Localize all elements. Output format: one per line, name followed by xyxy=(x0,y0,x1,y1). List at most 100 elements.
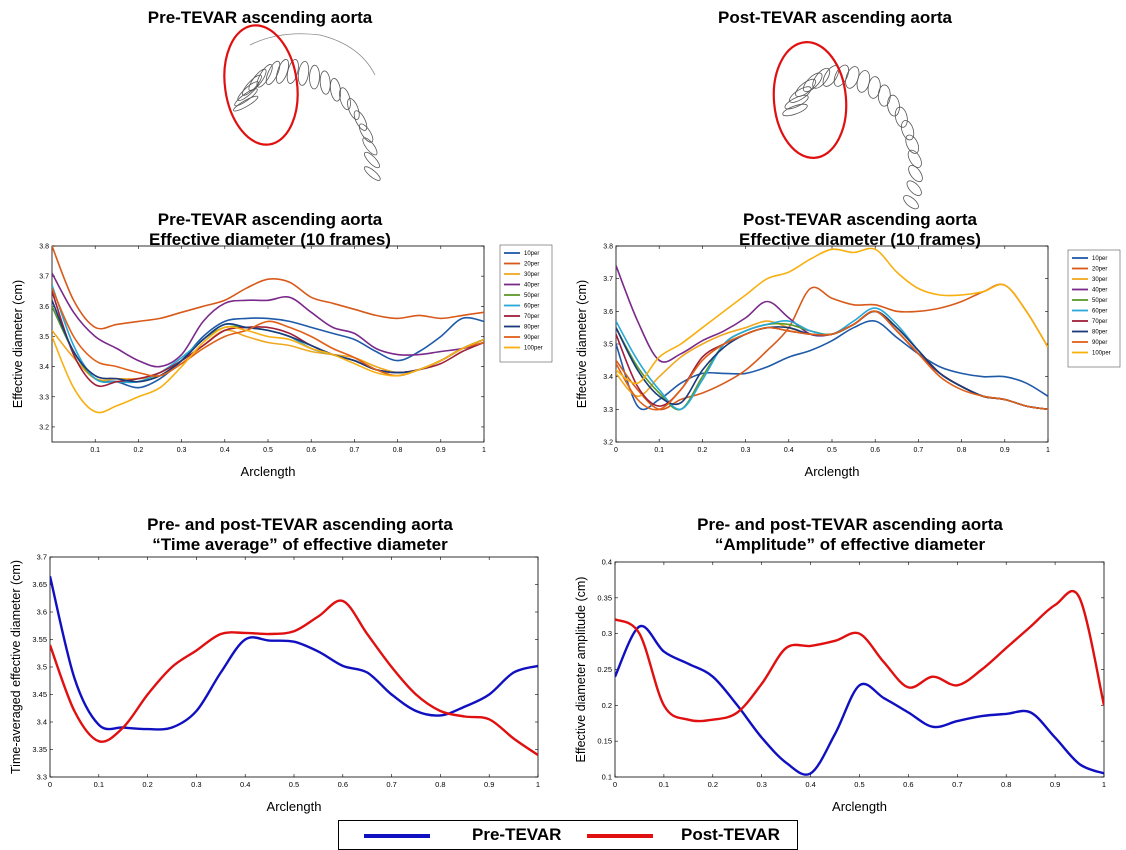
pre-tevar-legend-line xyxy=(364,834,430,838)
y-tick-label: 3.5 xyxy=(603,342,613,349)
series-line-90per xyxy=(616,310,1048,411)
y-tick-label: 3.2 xyxy=(39,424,49,431)
y-tick-label: 3.3 xyxy=(39,394,49,401)
y-tick-label: 3.7 xyxy=(603,276,613,283)
pre-sketch-title: Pre-TEVAR ascending aorta xyxy=(147,8,373,27)
y-axis-label: Effective diameter amplitude (cm) xyxy=(574,577,588,763)
pre-aorta-ring xyxy=(237,81,259,101)
x-tick-label: 0.2 xyxy=(698,447,708,454)
post-aorta-ring xyxy=(867,76,881,99)
series-line-20per xyxy=(616,283,1048,411)
y-tick-label: 0.4 xyxy=(602,558,612,567)
y-tick-label: 3.45 xyxy=(32,690,47,699)
x-tick-label: 0.7 xyxy=(386,780,396,789)
x-tick-label: 0.7 xyxy=(952,780,962,789)
series-lines xyxy=(615,590,1104,776)
x-tick-label: 1 xyxy=(1102,780,1106,789)
chart-3: 3.3 3.35 3.4 3.45 3.5 3.55 3.6 3.65 3.7 0 0.1 0.2 0.… xyxy=(9,553,540,815)
series-line-40per xyxy=(52,272,484,368)
y-tick-label: 3.6 xyxy=(39,304,49,311)
y-tick-label: 3.3 xyxy=(37,773,47,782)
x-tick-label: 0.8 xyxy=(1001,780,1011,789)
legend-entry: 90per xyxy=(1092,340,1107,346)
y-axis-label: Effective diameter (cm) xyxy=(11,280,25,408)
pre-aorta-ring xyxy=(353,110,368,131)
pre-highlight-ring xyxy=(223,24,299,146)
chart2-title: Post-TEVAR ascending aorta Effective dia… xyxy=(710,210,1010,250)
x-tick-label: 0.2 xyxy=(134,447,144,454)
y-tick-label: 3.65 xyxy=(32,580,47,589)
chart-4: 0.10.150.20.250.30.350.40 0.1 0.2 0.3 0.4 0.5… xyxy=(574,558,1106,815)
chart3-title-line1: Pre- and post-TEVAR ascending aorta xyxy=(147,515,453,534)
x-tick-label: 0.5 xyxy=(854,780,864,789)
series-line-post-tevar xyxy=(615,590,1104,723)
post-aorta-sketch xyxy=(772,41,923,210)
x-tick-label: 0.5 xyxy=(827,447,837,454)
pre-aorta-ring xyxy=(241,74,262,96)
post-aorta-ring xyxy=(903,195,919,210)
chart2-title-line2: Effective diameter (10 frames) xyxy=(739,230,981,249)
x-tick-label: 0.3 xyxy=(177,447,187,454)
x-tick-label: 0.5 xyxy=(289,780,299,789)
post-tevar-legend-line xyxy=(587,834,653,838)
chart-2: 3.2 3.3 3.4 3.5 3.6 3.7 3.8 0 0.1 0.2 0.3 0.4 0.5 0.6… xyxy=(575,244,1121,479)
y-tick-label: 3.6 xyxy=(37,608,47,617)
legend-entry: 60per xyxy=(1092,309,1107,315)
y-tick-label: 3.4 xyxy=(603,374,613,381)
series-line-40per xyxy=(616,265,1048,411)
post-aorta-ring xyxy=(856,70,871,93)
series-legend: 10per 20per 30per 40per 50per 60per 70per 80per… xyxy=(1067,249,1121,368)
x-tick-label: 0.6 xyxy=(306,447,316,454)
y-tick-label: 0.3 xyxy=(602,629,612,638)
x-tick-label: 0.8 xyxy=(957,447,967,454)
chart4-title-line1: Pre- and post-TEVAR ascending aorta xyxy=(697,515,1003,534)
post-aorta-ring xyxy=(788,86,812,103)
pre-aorta-ring xyxy=(347,98,360,120)
pre-aorta-ring xyxy=(364,151,380,169)
x-tick-label: 0.7 xyxy=(914,447,924,454)
series-line-70per xyxy=(616,310,1048,411)
x-tick-label: 0.2 xyxy=(708,780,718,789)
plot-area-frame xyxy=(51,245,485,443)
legend-entry: 80per xyxy=(1092,330,1107,336)
x-tick-label: 0.8 xyxy=(435,780,445,789)
series-line-pre-tevar xyxy=(50,576,538,731)
post-aorta-ring xyxy=(782,103,808,117)
pre-aorta-ring xyxy=(234,88,258,107)
series-line-90per xyxy=(52,287,484,377)
y-tick-label: 3.7 xyxy=(39,274,49,281)
y-axis-label: Time-averaged effective diameter (cm) xyxy=(9,560,23,774)
x-tick-label: 0.3 xyxy=(741,447,751,454)
legend-entry: 50per xyxy=(524,293,539,299)
x-tick-label: 0 xyxy=(48,780,52,789)
series-line-10per xyxy=(616,319,1048,411)
series-line-50per xyxy=(616,310,1048,411)
pre-aorta-sketch xyxy=(223,24,381,181)
y-tick-label: 3.55 xyxy=(32,635,47,644)
y-tick-label: 3.35 xyxy=(32,745,47,754)
post-sketch-title: Post-TEVAR ascending aorta xyxy=(718,8,952,27)
pre-aorta-ring xyxy=(358,123,374,143)
x-tick-label: 0.7 xyxy=(350,447,360,454)
x-tick-label: 0.9 xyxy=(484,780,494,789)
legend-entry: 80per xyxy=(524,325,539,331)
x-tick-label: 0.2 xyxy=(142,780,152,789)
series-line-100per xyxy=(52,326,484,414)
post-aorta-ring xyxy=(907,149,922,168)
legend-entry: 30per xyxy=(1092,277,1107,283)
y-tick-label: 0.25 xyxy=(597,665,612,674)
x-tick-label: 1 xyxy=(536,780,540,789)
series-lines xyxy=(616,247,1048,411)
x-tick-label: 1 xyxy=(482,447,486,454)
pre-aorta-ring xyxy=(265,60,281,86)
post-aorta-ring xyxy=(812,67,831,89)
y-tick-label: 3.5 xyxy=(39,334,49,341)
pre-aorta-ring xyxy=(297,60,310,86)
pre-aorta-ring xyxy=(256,64,273,88)
chart4-title-line2: “Amplitude” of effective diameter xyxy=(714,535,986,554)
y-tick-label: 0.15 xyxy=(597,737,612,746)
post-aorta-ring xyxy=(894,106,908,128)
legend-entry: 40per xyxy=(524,283,539,289)
y-tick-label: 3.8 xyxy=(39,244,49,251)
